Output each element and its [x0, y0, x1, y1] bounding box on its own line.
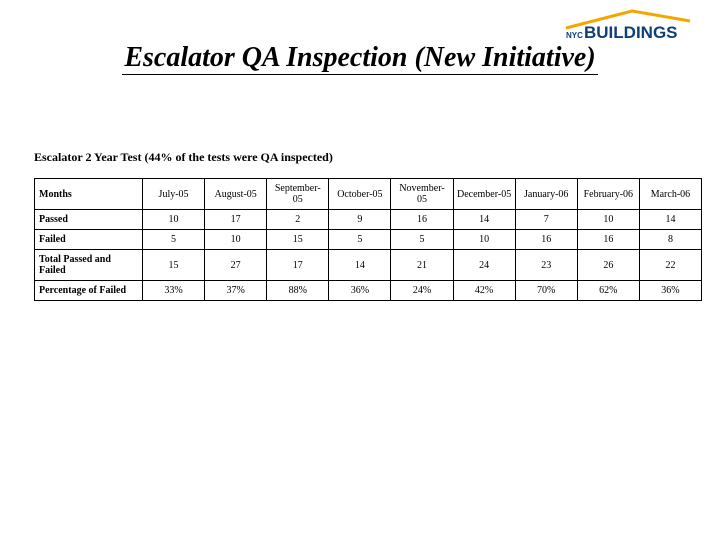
table-col-header: February-06	[577, 179, 639, 210]
table-cell: 36%	[639, 281, 701, 301]
table-col-header: December-05	[453, 179, 515, 210]
table-cell: 10	[453, 230, 515, 250]
table-cell: 14	[639, 210, 701, 230]
nyc-buildings-logo: NYC BUILDINGS	[542, 8, 692, 46]
table-row: Total Passed and Failed15271714212423262…	[35, 250, 702, 281]
table-row-label: Passed	[35, 210, 143, 230]
table-cell: 42%	[453, 281, 515, 301]
table-cell: 10	[143, 210, 205, 230]
table-cell: 15	[143, 250, 205, 281]
table-cell: 70%	[515, 281, 577, 301]
table-cell: 26	[577, 250, 639, 281]
table-cell: 16	[577, 230, 639, 250]
table-cell: 9	[329, 210, 391, 230]
table-cell: 10	[577, 210, 639, 230]
table-row: Failed51015551016168	[35, 230, 702, 250]
table-cell: 33%	[143, 281, 205, 301]
table-cell: 5	[329, 230, 391, 250]
table-col-header: November-05	[391, 179, 453, 210]
table-row-label: Failed	[35, 230, 143, 250]
table-col-header: March-06	[639, 179, 701, 210]
table-cell: 2	[267, 210, 329, 230]
table-cell: 62%	[577, 281, 639, 301]
table-cell: 88%	[267, 281, 329, 301]
escalator-test-table: MonthsJuly-05August-05September-05Octobe…	[34, 178, 702, 301]
table-col-header: August-05	[205, 179, 267, 210]
logo-main-text: BUILDINGS	[584, 23, 678, 42]
table-cell: 14	[453, 210, 515, 230]
table-cell: 36%	[329, 281, 391, 301]
logo-nyc-text: NYC	[566, 31, 583, 40]
table-cell: 17	[267, 250, 329, 281]
table-col-header: January-06	[515, 179, 577, 210]
table-row: Passed101729161471014	[35, 210, 702, 230]
table-subtitle: Escalator 2 Year Test (44% of the tests …	[34, 150, 333, 165]
page-title: Escalator QA Inspection (New Initiative)	[0, 42, 720, 74]
table-cell: 21	[391, 250, 453, 281]
table-cell: 37%	[205, 281, 267, 301]
table-cell: 24%	[391, 281, 453, 301]
table-row: Percentage of Failed33%37%88%36%24%42%70…	[35, 281, 702, 301]
table-cell: 27	[205, 250, 267, 281]
table-cell: 10	[205, 230, 267, 250]
table-cell: 15	[267, 230, 329, 250]
table-row-label: Percentage of Failed	[35, 281, 143, 301]
table-cell: 16	[515, 230, 577, 250]
table-corner-label: Months	[35, 179, 143, 210]
table-cell: 23	[515, 250, 577, 281]
table-cell: 16	[391, 210, 453, 230]
table-cell: 24	[453, 250, 515, 281]
table-col-header: July-05	[143, 179, 205, 210]
table-cell: 14	[329, 250, 391, 281]
table-col-header: September-05	[267, 179, 329, 210]
table-cell: 8	[639, 230, 701, 250]
table-row-label: Total Passed and Failed	[35, 250, 143, 281]
table-col-header: October-05	[329, 179, 391, 210]
table-cell: 5	[391, 230, 453, 250]
table-cell: 17	[205, 210, 267, 230]
table-cell: 22	[639, 250, 701, 281]
table-cell: 7	[515, 210, 577, 230]
table-cell: 5	[143, 230, 205, 250]
